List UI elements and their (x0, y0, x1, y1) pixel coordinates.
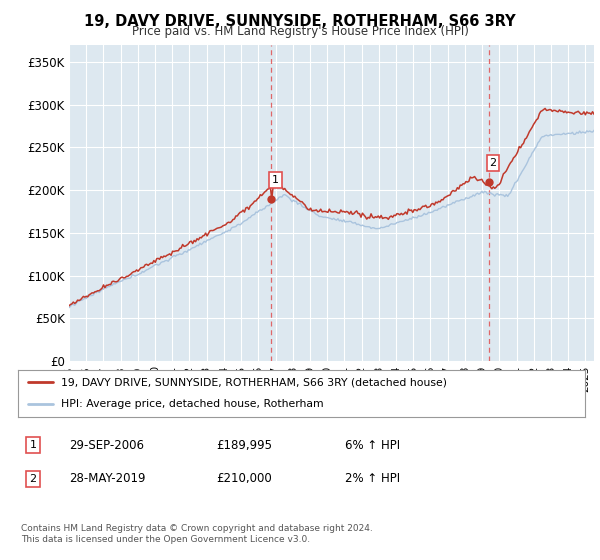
Text: 28-MAY-2019: 28-MAY-2019 (69, 472, 146, 486)
Text: 19, DAVY DRIVE, SUNNYSIDE, ROTHERHAM, S66 3RY: 19, DAVY DRIVE, SUNNYSIDE, ROTHERHAM, S6… (84, 14, 516, 29)
Text: 2: 2 (29, 474, 37, 484)
Text: Price paid vs. HM Land Registry's House Price Index (HPI): Price paid vs. HM Land Registry's House … (131, 25, 469, 38)
Text: 1: 1 (29, 440, 37, 450)
Text: £189,995: £189,995 (216, 438, 272, 452)
Text: 2% ↑ HPI: 2% ↑ HPI (345, 472, 400, 486)
Text: 1: 1 (272, 175, 279, 185)
Text: 6% ↑ HPI: 6% ↑ HPI (345, 438, 400, 452)
Text: 19, DAVY DRIVE, SUNNYSIDE, ROTHERHAM, S66 3RY (detached house): 19, DAVY DRIVE, SUNNYSIDE, ROTHERHAM, S6… (61, 377, 446, 388)
Text: 2: 2 (490, 158, 497, 168)
Text: Contains HM Land Registry data © Crown copyright and database right 2024.
This d: Contains HM Land Registry data © Crown c… (21, 524, 373, 544)
Text: HPI: Average price, detached house, Rotherham: HPI: Average price, detached house, Roth… (61, 399, 323, 409)
Text: £210,000: £210,000 (216, 472, 272, 486)
Text: 29-SEP-2006: 29-SEP-2006 (69, 438, 144, 452)
